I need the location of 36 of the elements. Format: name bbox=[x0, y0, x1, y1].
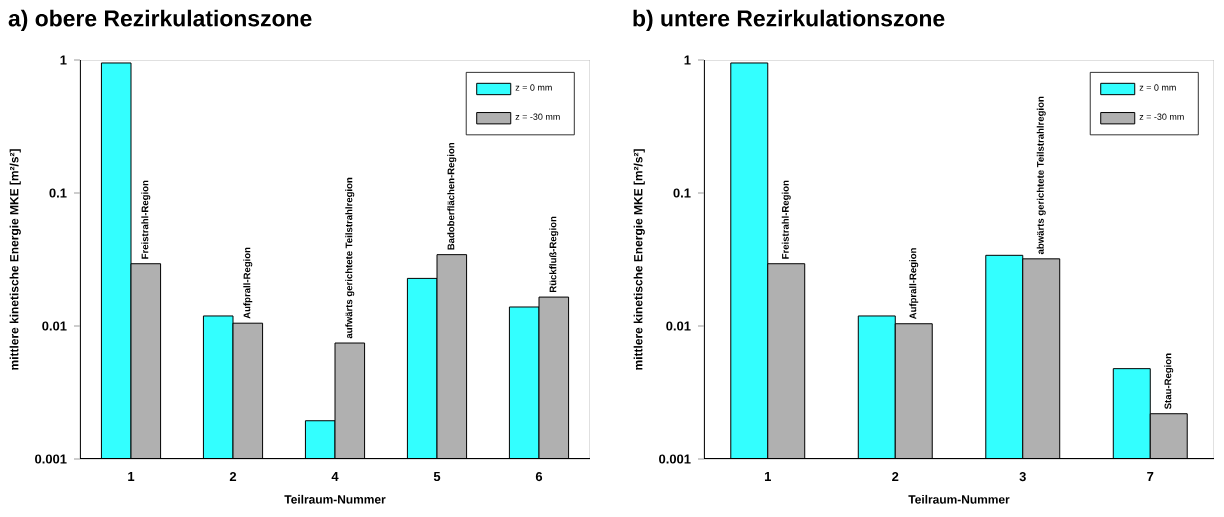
annotation: Rückfluß-Region bbox=[549, 216, 559, 293]
y-axis-title: mittlere kinetische Energie MKE [m²/s²] bbox=[9, 149, 21, 370]
x-tick-label: 7 bbox=[1147, 472, 1154, 481]
x-axis-title: Teilraum-Nummer bbox=[908, 494, 1010, 504]
chart-title: b) untere Rezirkulationszone bbox=[633, 9, 945, 32]
legend-label: z = -30 mm bbox=[1139, 113, 1184, 120]
x-tick-label: 5 bbox=[433, 472, 441, 482]
annotation: abwärts gerichtete Teilstrahlregion bbox=[1036, 96, 1046, 255]
x-axis-title: Teilraum-Nummer bbox=[284, 494, 386, 504]
y-tick-label: 0.01 bbox=[666, 321, 691, 331]
y-tick-label: 1 bbox=[60, 55, 67, 65]
y-tick-label: 0.001 bbox=[659, 454, 691, 464]
annotation: Badoberflächen-Region bbox=[447, 142, 457, 250]
legend-label: z = 0 mm bbox=[1139, 84, 1176, 91]
x-tick-label: 6 bbox=[535, 472, 543, 482]
annotation: Freistrahl-Region bbox=[141, 180, 151, 259]
y-tick-label: 1 bbox=[684, 55, 691, 65]
y-tick-label: 0.1 bbox=[49, 188, 67, 198]
annotation: Freistrahl-Region bbox=[781, 180, 791, 259]
x-tick-label: 3 bbox=[1019, 472, 1026, 482]
annotation: Stau-Region bbox=[1164, 353, 1174, 410]
y-tick-label: 0.001 bbox=[35, 454, 67, 464]
annotation: Aufprall-Region bbox=[243, 247, 253, 319]
x-tick-label: 4 bbox=[331, 472, 339, 481]
y-tick-label: 0.01 bbox=[42, 321, 67, 331]
annotation: Aufprall-Region bbox=[909, 248, 919, 320]
y-tick-label: 0.1 bbox=[673, 188, 691, 198]
legend-label: z = 0 mm bbox=[515, 84, 552, 91]
x-tick-label: 1 bbox=[128, 472, 135, 481]
x-tick-label: 1 bbox=[764, 472, 771, 481]
legend-label: z = -30 mm bbox=[515, 113, 560, 120]
y-axis-title: mittlere kinetische Energie MKE [m²/s²] bbox=[633, 149, 645, 370]
x-tick-label: 2 bbox=[229, 472, 237, 482]
chart-title: a) obere Rezirkulationszone bbox=[8, 9, 312, 32]
x-tick-label: 2 bbox=[892, 472, 899, 482]
annotation: aufwärts gerichtete Teilstrahlregion bbox=[345, 177, 355, 339]
